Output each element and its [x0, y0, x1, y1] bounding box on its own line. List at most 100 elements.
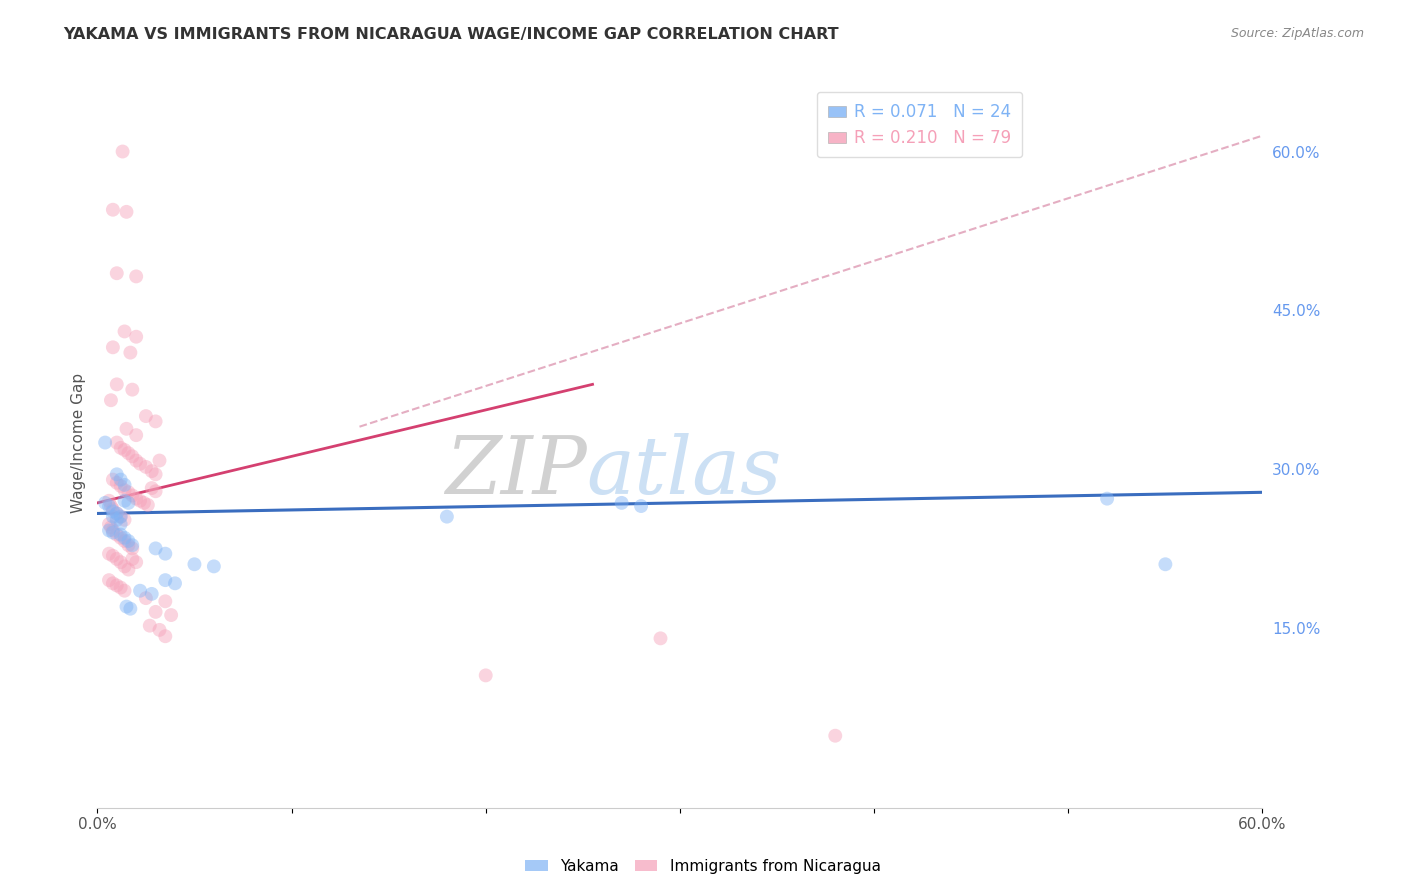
Point — [105, 527, 128, 541]
Point — [115, 599, 138, 614]
Point — [145, 484, 167, 499]
Point — [129, 493, 152, 508]
Point — [117, 533, 139, 548]
Point — [115, 422, 138, 436]
Point — [120, 345, 142, 359]
Point — [115, 204, 138, 219]
Point — [105, 467, 128, 482]
Point — [105, 552, 128, 566]
Point — [105, 578, 128, 592]
Point — [125, 329, 148, 343]
Point — [110, 527, 132, 541]
Point — [436, 509, 458, 524]
Point — [101, 202, 124, 217]
Point — [98, 573, 121, 587]
Point — [155, 594, 177, 608]
Point — [110, 516, 132, 531]
Point — [114, 531, 136, 545]
Point — [132, 496, 155, 510]
Point — [155, 547, 177, 561]
Point — [139, 618, 162, 632]
Point — [824, 729, 846, 743]
Point — [105, 266, 128, 280]
Point — [125, 491, 148, 506]
Point — [145, 541, 167, 556]
Point — [117, 446, 139, 460]
Point — [94, 435, 117, 450]
Point — [98, 516, 121, 531]
Point — [101, 502, 124, 516]
Point — [105, 435, 128, 450]
Text: ZIP: ZIP — [444, 433, 586, 510]
Point — [110, 555, 132, 569]
Point — [135, 409, 157, 423]
Point — [114, 493, 136, 508]
Point — [155, 573, 177, 587]
Point — [110, 509, 132, 524]
Point — [141, 587, 163, 601]
Point — [110, 581, 132, 595]
Point — [155, 629, 177, 643]
Point — [101, 509, 124, 524]
Point — [94, 496, 117, 510]
Point — [125, 555, 148, 569]
Point — [121, 538, 143, 552]
Point — [145, 605, 167, 619]
Point — [100, 393, 122, 408]
Text: Source: ZipAtlas.com: Source: ZipAtlas.com — [1230, 27, 1364, 40]
Point — [141, 481, 163, 495]
Point — [105, 513, 128, 527]
Point — [121, 488, 143, 502]
Point — [105, 507, 128, 521]
Point — [101, 576, 124, 591]
Point — [121, 450, 143, 464]
Y-axis label: Wage/Income Gap: Wage/Income Gap — [72, 373, 86, 513]
Point — [125, 269, 148, 284]
Point — [148, 453, 170, 467]
Point — [202, 559, 225, 574]
Point — [121, 552, 143, 566]
Point — [135, 459, 157, 474]
Point — [117, 563, 139, 577]
Point — [183, 558, 205, 572]
Point — [105, 507, 128, 521]
Text: atlas: atlas — [586, 433, 782, 510]
Point — [110, 531, 132, 545]
Point — [117, 496, 139, 510]
Point — [610, 496, 633, 510]
Point — [114, 478, 136, 492]
Point — [98, 493, 121, 508]
Point — [101, 524, 124, 538]
Point — [114, 325, 136, 339]
Point — [101, 473, 124, 487]
Point — [101, 340, 124, 354]
Point — [98, 499, 121, 513]
Point — [129, 457, 152, 471]
Point — [129, 583, 152, 598]
Point — [110, 509, 132, 524]
Point — [100, 520, 122, 534]
Point — [145, 467, 167, 482]
Point — [630, 499, 652, 513]
Point — [105, 475, 128, 490]
Point — [125, 453, 148, 467]
Point — [121, 383, 143, 397]
Point — [114, 559, 136, 574]
Point — [100, 499, 122, 513]
Point — [110, 473, 132, 487]
Point — [135, 591, 157, 606]
Point — [110, 441, 132, 455]
Point — [120, 601, 142, 615]
Point — [1154, 558, 1177, 572]
Point — [114, 442, 136, 457]
Point — [110, 479, 132, 493]
Point — [136, 498, 159, 512]
Point — [163, 576, 186, 591]
Point — [101, 549, 124, 563]
Point — [145, 414, 167, 428]
Point — [114, 513, 136, 527]
Point — [117, 538, 139, 552]
Point — [111, 145, 134, 159]
Point — [1095, 491, 1118, 506]
Point — [474, 668, 496, 682]
